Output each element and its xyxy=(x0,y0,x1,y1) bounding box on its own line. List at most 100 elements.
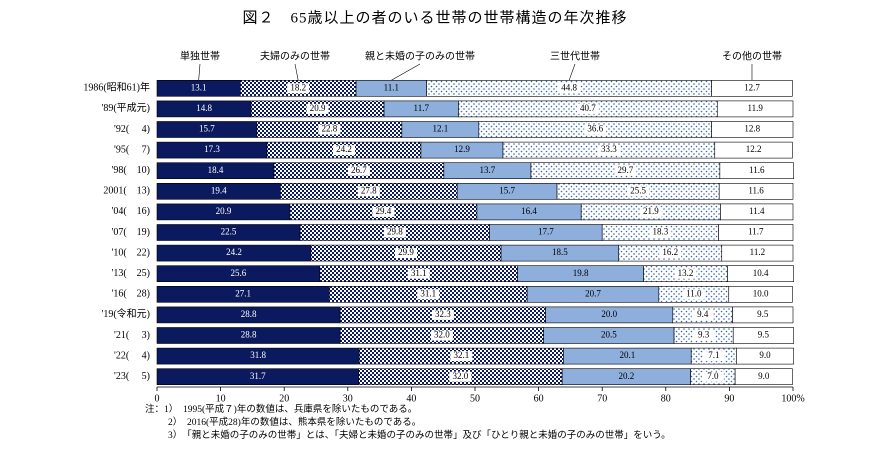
label-bg xyxy=(576,103,599,114)
data-label: 20.1 xyxy=(619,350,635,360)
data-label: 18.2 xyxy=(290,82,306,92)
data-label: 16.2 xyxy=(662,247,678,257)
data-label: 17.3 xyxy=(204,144,220,154)
y-tick-label: '10( 22) xyxy=(112,247,150,258)
data-label: 44.8 xyxy=(561,82,577,92)
legend-label: その他の世帯 xyxy=(722,49,782,62)
data-label: 31.8 xyxy=(250,350,266,360)
data-label: 26.7 xyxy=(351,165,367,175)
data-label: 11.4 xyxy=(749,206,765,216)
x-tick-label: 60 xyxy=(534,393,544,404)
data-label: 32.3 xyxy=(435,309,451,319)
chart-title: 図２ 65歳以上の者のいる世帯の世帯構造の年次推移 xyxy=(242,9,627,26)
data-label: 31.1 xyxy=(411,268,427,278)
data-label: 15.7 xyxy=(199,124,215,134)
data-label: 12.7 xyxy=(744,82,760,92)
data-label: 9.4 xyxy=(697,309,709,319)
x-tick-label: 0 xyxy=(155,393,160,404)
x-tick-label: 10 xyxy=(216,393,226,404)
bar-segment xyxy=(728,285,793,303)
note: 3） 「親と未婚の子のみの世帯」とは、「夫婦と未婚の子のみの世帯」及び「ひとり親… xyxy=(168,429,671,441)
bar-segment xyxy=(711,121,794,138)
y-tick-label: '07( 19) xyxy=(112,227,150,238)
data-label: 10.0 xyxy=(753,288,769,298)
label-bg xyxy=(692,330,715,341)
data-label: 13.2 xyxy=(678,268,694,278)
data-label: 29.9 xyxy=(398,247,414,257)
data-label: 13.1 xyxy=(191,82,207,92)
data-label: 7.1 xyxy=(708,350,719,360)
label-bg xyxy=(407,268,430,279)
label-bg xyxy=(449,371,472,382)
label-bg xyxy=(614,165,637,176)
y-tick-label: 1986(昭和61)年 xyxy=(83,81,150,94)
data-label: 31.7 xyxy=(250,371,266,381)
data-label: 20.5 xyxy=(601,330,617,340)
y-tick-label: '19(令和元) xyxy=(102,307,150,320)
label-bg xyxy=(394,248,417,259)
data-label: 16.4 xyxy=(521,206,537,216)
data-label: 11.6 xyxy=(748,185,764,195)
data-label: 11.2 xyxy=(750,247,765,257)
data-label: 12.1 xyxy=(432,124,448,134)
label-bg xyxy=(702,351,725,362)
bar-segment xyxy=(717,100,794,118)
label-bg xyxy=(347,165,370,176)
y-tick-label: '04( 16) xyxy=(112,206,150,217)
x-tick-label: 70 xyxy=(597,393,607,404)
data-label: 33.3 xyxy=(601,144,617,154)
y-tick-label: '13( 25) xyxy=(112,268,150,279)
data-label: 29.8 xyxy=(387,227,403,237)
bar-segment xyxy=(727,265,794,283)
legend-leader xyxy=(198,63,201,81)
x-tick-label: 30 xyxy=(343,393,353,404)
bar-segment xyxy=(736,347,794,365)
label-bg xyxy=(659,248,682,259)
bar-segment xyxy=(719,162,794,179)
bar-segment xyxy=(734,368,793,386)
data-label: 29.7 xyxy=(618,165,634,175)
label-bg xyxy=(674,268,697,279)
legend-label: 夫婦のみの世帯 xyxy=(260,49,330,62)
data-label: 32.0 xyxy=(452,371,468,381)
data-label: 12.2 xyxy=(746,144,762,154)
data-label: 20.7 xyxy=(585,288,601,298)
bar-segment xyxy=(718,224,794,241)
data-label: 13.7 xyxy=(480,165,496,175)
label-bg xyxy=(372,206,395,217)
label-bg xyxy=(584,124,607,135)
label-bg xyxy=(649,227,672,238)
data-label: 18.3 xyxy=(653,227,669,237)
y-tick-label: '92( 4) xyxy=(114,124,150,135)
y-tick-label: '22( 4) xyxy=(114,350,150,361)
data-label: 32.1 xyxy=(453,350,469,360)
label-bg xyxy=(287,83,310,94)
legend-leader xyxy=(568,63,576,81)
legend-label: 親と未婚の子のみの世帯 xyxy=(365,49,475,62)
bar-segment xyxy=(714,141,793,159)
x-tick-label: 50 xyxy=(470,393,480,404)
x-tick-label: 20 xyxy=(279,393,289,404)
legend-label: 三世代世帯 xyxy=(550,49,600,62)
x-tick-label: 90 xyxy=(724,393,734,404)
data-label: 40.7 xyxy=(580,103,596,113)
data-label: 22.8 xyxy=(321,124,337,134)
y-tick-label: '23( 5) xyxy=(114,371,150,382)
data-label: 20.0 xyxy=(601,309,617,319)
data-label: 27.8 xyxy=(361,185,377,195)
x-tick-label: 80 xyxy=(661,393,671,404)
bar-segment xyxy=(718,183,794,200)
data-label: 28.8 xyxy=(241,330,257,340)
label-bg xyxy=(357,186,380,197)
y-tick-label: '21( 3) xyxy=(114,330,150,341)
data-label: 9.3 xyxy=(698,330,710,340)
legend-leader xyxy=(391,63,421,81)
label-bg xyxy=(430,330,453,341)
data-label: 21.9 xyxy=(643,206,659,216)
label-bg xyxy=(639,206,662,217)
label-bg xyxy=(332,145,355,156)
label-bg xyxy=(558,83,581,94)
bar-segment xyxy=(711,80,793,97)
data-label: 29.4 xyxy=(376,206,392,216)
x-tick-label: 100% xyxy=(781,393,804,404)
